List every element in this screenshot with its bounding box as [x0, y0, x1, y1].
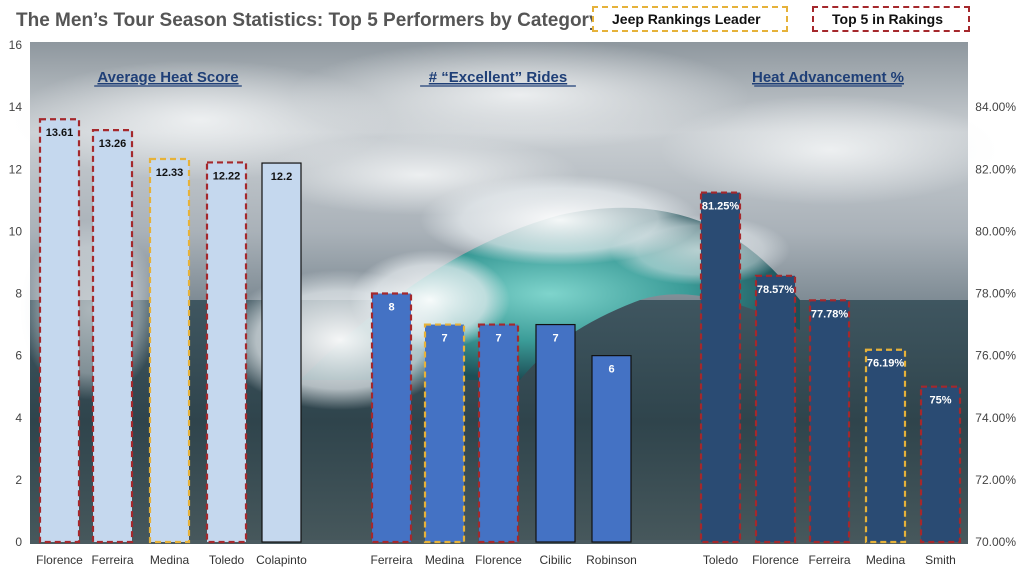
- y-left-tick-label: 6: [15, 349, 22, 363]
- bar: [370, 292, 413, 544]
- x-tick-label: Medina: [425, 553, 465, 567]
- y-left-tick-label: 16: [9, 38, 23, 52]
- panel-title: # “Excellent” Rides: [429, 69, 567, 86]
- bar-value-label: 8: [388, 302, 394, 314]
- bar-value-label: 7: [552, 333, 558, 345]
- bar: [148, 157, 191, 544]
- bar-value-label: 81.25%: [702, 201, 740, 213]
- bar: [699, 191, 742, 544]
- bar: [591, 355, 632, 543]
- bar-value-label: 12.22: [213, 170, 241, 182]
- legend-top5-label: Top 5 in Rakings: [832, 11, 943, 27]
- panel-titles: Average Heat Score # “Excellent” Rides Hea…: [94, 69, 904, 87]
- y-right-tick-label: 70.00%: [975, 535, 1016, 549]
- y-right-tick-label: 78.00%: [975, 287, 1016, 301]
- bar-value-label: 76.19%: [867, 358, 905, 370]
- y-right-tick-label: 76.00%: [975, 349, 1016, 363]
- x-tick-label: Florence: [475, 553, 522, 567]
- y-right-tick-label: 72.00%: [975, 473, 1016, 487]
- chart-bars: [38, 118, 962, 544]
- y-left-tick-label: 0: [15, 535, 22, 549]
- bar-value-label: 78.57%: [757, 284, 795, 296]
- x-tick-label: Ferreira: [370, 553, 412, 567]
- bar-value-label: 13.61: [46, 127, 74, 139]
- bar-value-label: 12.33: [156, 167, 184, 179]
- y-left-tick-label: 10: [9, 224, 23, 238]
- x-tick-label: Medina: [866, 553, 906, 567]
- y-right-tick-label: 74.00%: [975, 411, 1016, 425]
- bar-value-label: 6: [608, 364, 614, 376]
- legend-jeep-leader-label: Jeep Rankings Leader: [612, 11, 761, 27]
- bar-value-label: 12.2: [271, 171, 292, 183]
- bar-value-label: 13.26: [99, 138, 127, 150]
- x-tick-label: Cibilic: [539, 553, 571, 567]
- x-tick-label: Florence: [752, 553, 799, 567]
- y-right-tick-label: 82.00%: [975, 162, 1016, 176]
- bar-data-labels: 13.61 13.26 12.33 12.22 12.2 8 7 7 7 6 81.25% 78.57…: [46, 127, 952, 406]
- bar-value-label: 77.78%: [811, 308, 849, 320]
- bar: [535, 323, 576, 543]
- y-left-tick-label: 8: [15, 287, 22, 301]
- x-tick-label: Colapinto: [256, 553, 307, 567]
- bar: [864, 348, 907, 544]
- x-tick-label: Medina: [150, 553, 190, 567]
- x-tick-label: Florence: [36, 553, 83, 567]
- bar: [754, 274, 797, 544]
- x-tick-label: Ferreira: [808, 553, 850, 567]
- legend-jeep-leader: Jeep Rankings Leader: [592, 6, 788, 32]
- x-tick-label: Toledo: [703, 553, 739, 567]
- y-left-tick-label: 4: [15, 411, 22, 425]
- x-tick-labels: Florence Ferreira Medina Toledo Colapinto Fer…: [36, 553, 956, 567]
- bar-value-label: 7: [495, 333, 501, 345]
- x-tick-label: Smith: [925, 553, 956, 567]
- legend-top5: Top 5 in Rakings: [812, 6, 970, 32]
- x-tick-label: Toledo: [209, 553, 245, 567]
- bar-value-label: 75%: [929, 395, 951, 407]
- panel-title: Average Heat Score: [97, 69, 238, 86]
- bar: [477, 323, 520, 544]
- y-right-tick-label: 80.00%: [975, 224, 1016, 238]
- x-tick-label: Robinson: [586, 553, 637, 567]
- y-left-tick-label: 2: [15, 473, 22, 487]
- bar: [808, 299, 851, 544]
- y-right-tick-label: 84.00%: [975, 100, 1016, 114]
- bar: [423, 323, 466, 544]
- panel-title: Heat Advancement %: [752, 69, 904, 86]
- bar: [91, 129, 134, 544]
- bar: [919, 385, 962, 544]
- bar: [205, 161, 248, 544]
- bar: [38, 118, 81, 544]
- chart-axes: 0 2 4 6 8 10 12 14 16 70.00% 72.00% 74.00% 76.00% 78.…: [9, 38, 1017, 549]
- x-tick-label: Ferreira: [91, 553, 133, 567]
- bar: [261, 162, 302, 543]
- y-left-tick-label: 12: [9, 162, 23, 176]
- y-left-tick-label: 14: [9, 100, 23, 114]
- chart-title: The Men’s Tour Season Statistics: Top 5 …: [16, 10, 600, 31]
- bar-value-label: 7: [441, 333, 447, 345]
